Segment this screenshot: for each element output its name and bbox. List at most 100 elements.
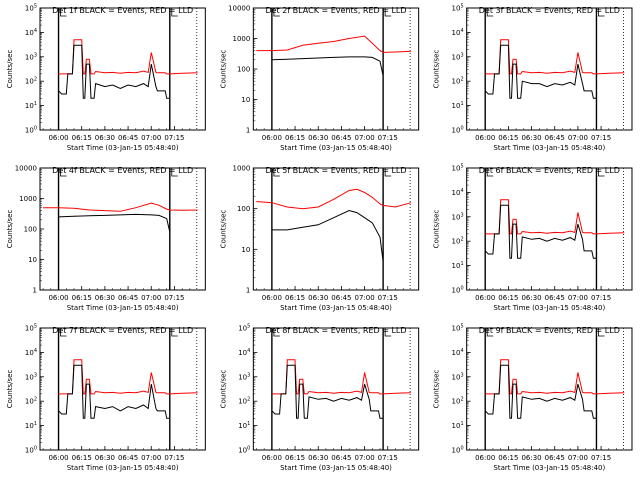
x-tick-label: 06:45 xyxy=(118,134,138,142)
chart-panel: Det 1f BLACK = Events, RED = LLD 100 101 10… xyxy=(6,4,206,152)
x-axis-label: Start Time (03-Jan-15 05:48:40) xyxy=(67,464,179,472)
y-axis-label: Counts/sec xyxy=(6,370,14,409)
x-tick-label: 07:15 xyxy=(591,294,611,302)
x-tick-label: 06:30 xyxy=(95,294,115,302)
chart-panel: Det 7f BLACK = Events, RED = LLD 100 101 10… xyxy=(6,324,206,472)
chart-title: Det 5f BLACK = Events, RED = LLD xyxy=(265,166,406,175)
y-tick-label: 101 xyxy=(452,101,464,110)
x-tick-label: 06:30 xyxy=(521,134,541,142)
x-tick-label: 06:00 xyxy=(48,454,68,462)
events-series-line xyxy=(484,204,597,259)
x-tick-label: 07:15 xyxy=(591,134,611,142)
x-tick-label: 07:15 xyxy=(164,454,184,462)
y-tick-label: 105 xyxy=(25,324,37,333)
x-tick-label: 06:00 xyxy=(262,134,282,142)
y-tick-label: 103 xyxy=(452,52,464,61)
interval-flag-mark xyxy=(60,168,67,177)
plot-frame xyxy=(466,327,633,451)
y-tick-label: 100 xyxy=(237,66,250,74)
y-tick-label: 100 xyxy=(238,446,250,455)
y-tick-label: 10000 xyxy=(228,5,250,13)
x-tick-label: 07:15 xyxy=(378,454,398,462)
y-tick-label: 104 xyxy=(452,28,464,37)
x-tick-label: 07:00 xyxy=(568,454,588,462)
x-tick-label: 06:45 xyxy=(331,134,351,142)
y-tick-label: 104 xyxy=(25,28,37,37)
x-tick-label: 06:15 xyxy=(498,454,518,462)
y-tick-label: 1 xyxy=(33,287,37,295)
y-tick-label: 100 xyxy=(237,205,250,213)
x-tick-label: 07:15 xyxy=(164,134,184,142)
x-tick-label: 06:30 xyxy=(95,134,115,142)
x-tick-label: 07:15 xyxy=(378,294,398,302)
x-tick-label: 06:15 xyxy=(285,454,305,462)
y-tick-label: 100 xyxy=(25,446,37,455)
y-tick-label: 101 xyxy=(25,101,37,110)
y-tick-label: 103 xyxy=(452,372,464,381)
y-tick-label: 1 xyxy=(246,127,250,135)
plot-frame xyxy=(39,327,206,451)
events-series-line xyxy=(484,364,597,419)
y-tick-label: 104 xyxy=(25,348,37,357)
chart-panel: Det 6f BLACK = Events, RED = LLD 100 101 10… xyxy=(433,164,633,312)
y-tick-label: 101 xyxy=(238,421,250,430)
y-tick-label: 105 xyxy=(25,4,37,13)
x-tick-label: 06:30 xyxy=(308,454,328,462)
x-axis-label: Start Time (03-Jan-15 05:48:40) xyxy=(67,304,179,312)
events-series-line xyxy=(58,364,170,419)
interval-flag-mark xyxy=(384,168,392,177)
chart-title: Det 1f BLACK = Events, RED = LLD xyxy=(52,6,193,15)
y-tick-label: 1000 xyxy=(233,165,251,173)
x-tick-label: 06:15 xyxy=(72,294,92,302)
x-tick-label: 07:00 xyxy=(354,294,374,302)
x-tick-label: 06:45 xyxy=(545,294,565,302)
y-tick-label: 105 xyxy=(452,164,464,173)
y-tick-label: 102 xyxy=(452,237,464,246)
y-tick-label: 104 xyxy=(238,348,250,357)
x-tick-label: 06:00 xyxy=(48,134,68,142)
x-tick-label: 07:15 xyxy=(164,294,184,302)
lld-series-line xyxy=(256,35,411,53)
x-axis-label: Start Time (03-Jan-15 05:48:40) xyxy=(280,304,392,312)
interval-flag-mark xyxy=(273,8,280,17)
lld-series-line xyxy=(256,188,412,210)
y-tick-label: 1 xyxy=(246,287,250,295)
interval-flag-mark xyxy=(598,8,605,17)
chart-title: Det 9f BLACK = Events, RED = LLD xyxy=(479,326,620,335)
y-tick-label: 103 xyxy=(25,372,37,381)
y-tick-label: 10 xyxy=(241,246,250,254)
interval-flag-mark xyxy=(598,168,605,177)
interval-flag-mark xyxy=(598,328,605,337)
x-tick-label: 06:15 xyxy=(285,134,305,142)
y-tick-label: 100 xyxy=(24,226,37,234)
y-axis-label: Counts/sec xyxy=(219,210,227,249)
y-tick-label: 105 xyxy=(238,324,250,333)
y-tick-label: 100 xyxy=(452,446,464,455)
x-axis-label: Start Time (03-Jan-15 05:48:40) xyxy=(493,464,605,472)
y-tick-label: 1000 xyxy=(19,195,37,203)
x-tick-label: 06:00 xyxy=(48,294,68,302)
events-series-line xyxy=(484,44,597,99)
plot-frame xyxy=(39,7,206,131)
y-tick-label: 102 xyxy=(25,77,37,86)
chart-panel: Det 4f BLACK = Events, RED = LLD 1 10 100 10… xyxy=(6,165,206,312)
x-tick-label: 07:00 xyxy=(568,134,588,142)
y-tick-label: 100 xyxy=(25,126,37,135)
y-axis-label: Counts/sec xyxy=(433,370,441,409)
x-tick-label: 07:00 xyxy=(354,134,374,142)
y-tick-label: 102 xyxy=(25,397,37,406)
x-tick-label: 06:45 xyxy=(118,454,138,462)
y-tick-label: 101 xyxy=(25,421,37,430)
y-tick-label: 104 xyxy=(452,348,464,357)
chart-panel: Det 2f BLACK = Events, RED = LLD 1 10 100 10… xyxy=(219,5,420,152)
x-tick-label: 07:00 xyxy=(141,294,161,302)
x-tick-label: 06:00 xyxy=(475,454,495,462)
x-axis-label: Start Time (03-Jan-15 05:48:40) xyxy=(280,464,392,472)
interval-flag-mark xyxy=(273,328,280,337)
chart-panel: Det 8f BLACK = Events, RED = LLD 100 101 10… xyxy=(219,324,420,472)
interval-flag-mark xyxy=(171,8,178,17)
y-tick-label: 10 xyxy=(241,96,250,104)
y-axis-label: Counts/sec xyxy=(219,370,227,409)
events-series-line xyxy=(271,364,384,419)
x-tick-label: 07:15 xyxy=(591,454,611,462)
